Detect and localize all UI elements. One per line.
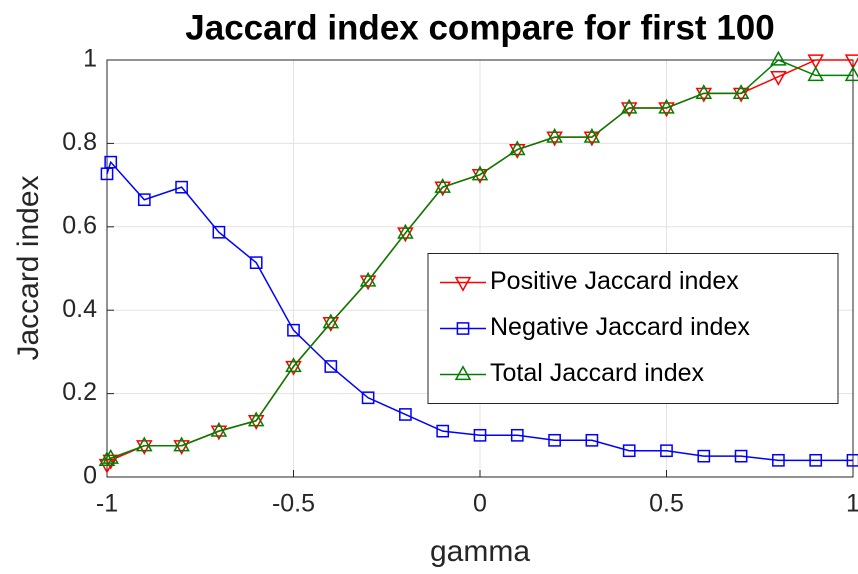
x-axis-label: gamma <box>430 535 530 568</box>
legend-label: Negative Jaccard index <box>490 313 750 341</box>
marker <box>548 433 561 447</box>
marker <box>175 180 188 194</box>
marker <box>102 454 120 470</box>
marker <box>585 433 599 447</box>
marker <box>397 227 414 243</box>
marker <box>510 428 524 442</box>
marker <box>359 271 377 287</box>
legend-box <box>427 253 839 404</box>
y-tick-label: 0 <box>83 462 97 490</box>
marker <box>620 98 638 114</box>
marker <box>734 449 748 463</box>
legend-label: Total Jaccard index <box>490 359 705 387</box>
marker <box>695 84 713 100</box>
marker <box>583 127 601 143</box>
marker <box>285 360 302 376</box>
chart-title: Jaccard index compare for first 100 <box>185 8 774 47</box>
y-tick-label: 0.8 <box>62 128 97 156</box>
marker <box>844 54 858 70</box>
y-axis-label: Jaccard index <box>12 175 45 360</box>
marker <box>102 448 120 464</box>
marker <box>807 54 824 70</box>
y-tick-label: 1 <box>83 45 97 73</box>
marker <box>322 313 340 329</box>
marker <box>104 155 118 169</box>
marker <box>454 276 472 292</box>
marker <box>173 440 190 455</box>
marker <box>397 223 414 239</box>
x-tick-label: -0.5 <box>272 490 315 518</box>
marker <box>247 411 265 427</box>
series-line <box>106 160 853 462</box>
marker <box>434 177 451 193</box>
marker <box>137 193 151 207</box>
marker <box>658 98 675 114</box>
marker <box>772 453 785 467</box>
marker <box>732 84 750 100</box>
x-tick-label: 1 <box>846 490 858 518</box>
marker <box>212 225 226 239</box>
marker <box>620 102 638 118</box>
marker <box>509 144 526 159</box>
marker <box>98 451 116 466</box>
marker <box>249 256 263 270</box>
marker <box>471 165 489 181</box>
marker <box>399 408 412 421</box>
x-tick-label: 0.5 <box>649 490 684 518</box>
marker <box>622 444 636 458</box>
y-tick-label: 0.6 <box>62 211 97 239</box>
marker <box>359 275 377 291</box>
marker <box>583 131 601 147</box>
marker <box>285 357 302 373</box>
marker <box>473 428 487 442</box>
marker <box>434 181 451 197</box>
axes-box <box>106 59 854 478</box>
marker <box>456 322 470 335</box>
marker <box>660 444 673 458</box>
marker <box>361 391 375 405</box>
marker <box>546 127 563 143</box>
y-tick-label: 0.2 <box>62 378 97 406</box>
marker <box>136 436 153 452</box>
marker <box>846 453 858 467</box>
marker <box>173 436 190 452</box>
marker <box>322 317 340 332</box>
marker <box>732 87 750 103</box>
marker <box>844 66 858 82</box>
legend-label: Positive Jaccard index <box>490 267 739 295</box>
marker <box>658 102 675 118</box>
x-tick-label: -1 <box>96 490 118 518</box>
marker <box>770 71 787 86</box>
series-line <box>106 59 853 461</box>
marker <box>807 66 824 82</box>
y-tick-label: 0.4 <box>62 295 97 323</box>
marker <box>509 140 526 156</box>
marker <box>287 323 300 337</box>
marker <box>210 421 228 437</box>
marker <box>454 365 472 381</box>
marker <box>809 453 823 467</box>
x-tick-label: 0 <box>473 490 487 518</box>
marker <box>324 360 338 373</box>
marker <box>697 449 711 463</box>
marker <box>770 50 787 66</box>
marker <box>436 424 450 438</box>
